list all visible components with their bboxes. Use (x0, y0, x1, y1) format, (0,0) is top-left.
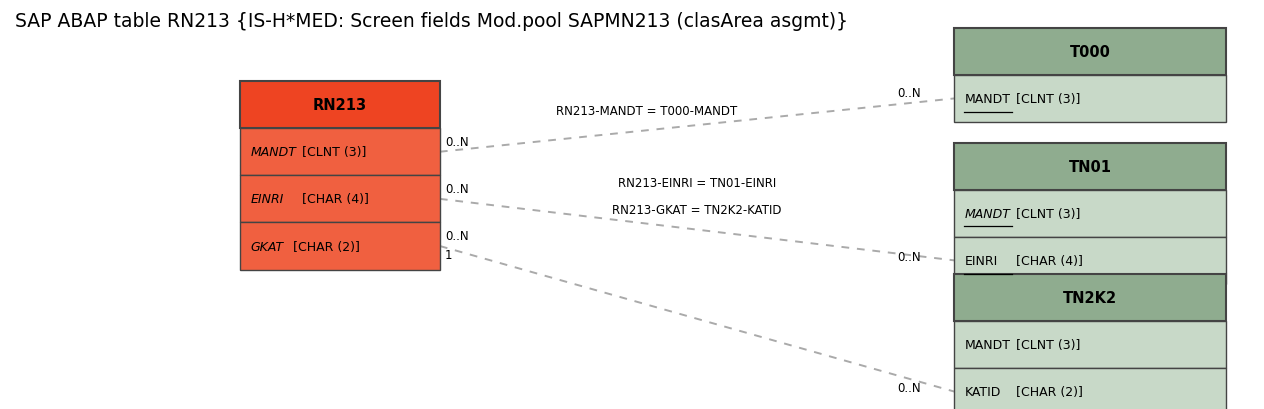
Text: GKAT: GKAT (250, 240, 283, 253)
Text: T000: T000 (1069, 45, 1111, 60)
Text: TN01: TN01 (1068, 159, 1112, 174)
Text: RN213-GKAT = TN2K2-KATID: RN213-GKAT = TN2K2-KATID (612, 203, 782, 216)
Text: EINRI: EINRI (964, 254, 997, 267)
Text: 0..N: 0..N (445, 182, 469, 195)
Text: [CHAR (4)]: [CHAR (4)] (1012, 254, 1083, 267)
FancyBboxPatch shape (954, 237, 1226, 284)
Text: EINRI: EINRI (250, 193, 283, 206)
Text: [CLNT (3)]: [CLNT (3)] (1012, 93, 1081, 106)
Text: [CHAR (2)]: [CHAR (2)] (288, 240, 359, 253)
Text: RN213-MANDT = T000-MANDT: RN213-MANDT = T000-MANDT (556, 105, 737, 117)
FancyBboxPatch shape (954, 368, 1226, 409)
Text: SAP ABAP table RN213 {IS-H*MED: Screen fields Mod.pool SAPMN213 (clasArea asgmt): SAP ABAP table RN213 {IS-H*MED: Screen f… (15, 12, 848, 31)
FancyBboxPatch shape (240, 82, 440, 129)
FancyBboxPatch shape (954, 321, 1226, 368)
Text: 0..N: 0..N (897, 87, 921, 99)
Text: MANDT: MANDT (250, 146, 296, 159)
Text: KATID: KATID (964, 385, 1001, 398)
Text: MANDT: MANDT (964, 207, 1010, 220)
Text: 0..N: 0..N (445, 229, 469, 242)
FancyBboxPatch shape (954, 274, 1226, 321)
Text: [CLNT (3)]: [CLNT (3)] (1012, 207, 1081, 220)
Text: 0..N: 0..N (445, 135, 469, 148)
FancyBboxPatch shape (954, 190, 1226, 237)
FancyBboxPatch shape (240, 129, 440, 176)
Text: 1: 1 (445, 248, 453, 261)
Text: [CHAR (4)]: [CHAR (4)] (298, 193, 369, 206)
Text: [CLNT (3)]: [CLNT (3)] (1012, 338, 1081, 351)
Text: 0..N: 0..N (897, 381, 921, 394)
FancyBboxPatch shape (240, 176, 440, 223)
Text: TN2K2: TN2K2 (1063, 290, 1117, 305)
Text: RN213-EINRI = TN01-EINRI: RN213-EINRI = TN01-EINRI (618, 176, 776, 189)
FancyBboxPatch shape (954, 143, 1226, 190)
FancyBboxPatch shape (240, 223, 440, 270)
Text: [CHAR (2)]: [CHAR (2)] (1012, 385, 1083, 398)
Text: 0..N: 0..N (897, 250, 921, 263)
Text: MANDT: MANDT (964, 338, 1010, 351)
Text: [CLNT (3)]: [CLNT (3)] (298, 146, 367, 159)
Text: MANDT: MANDT (964, 93, 1010, 106)
FancyBboxPatch shape (954, 29, 1226, 76)
Text: RN213: RN213 (313, 98, 367, 113)
FancyBboxPatch shape (954, 76, 1226, 123)
